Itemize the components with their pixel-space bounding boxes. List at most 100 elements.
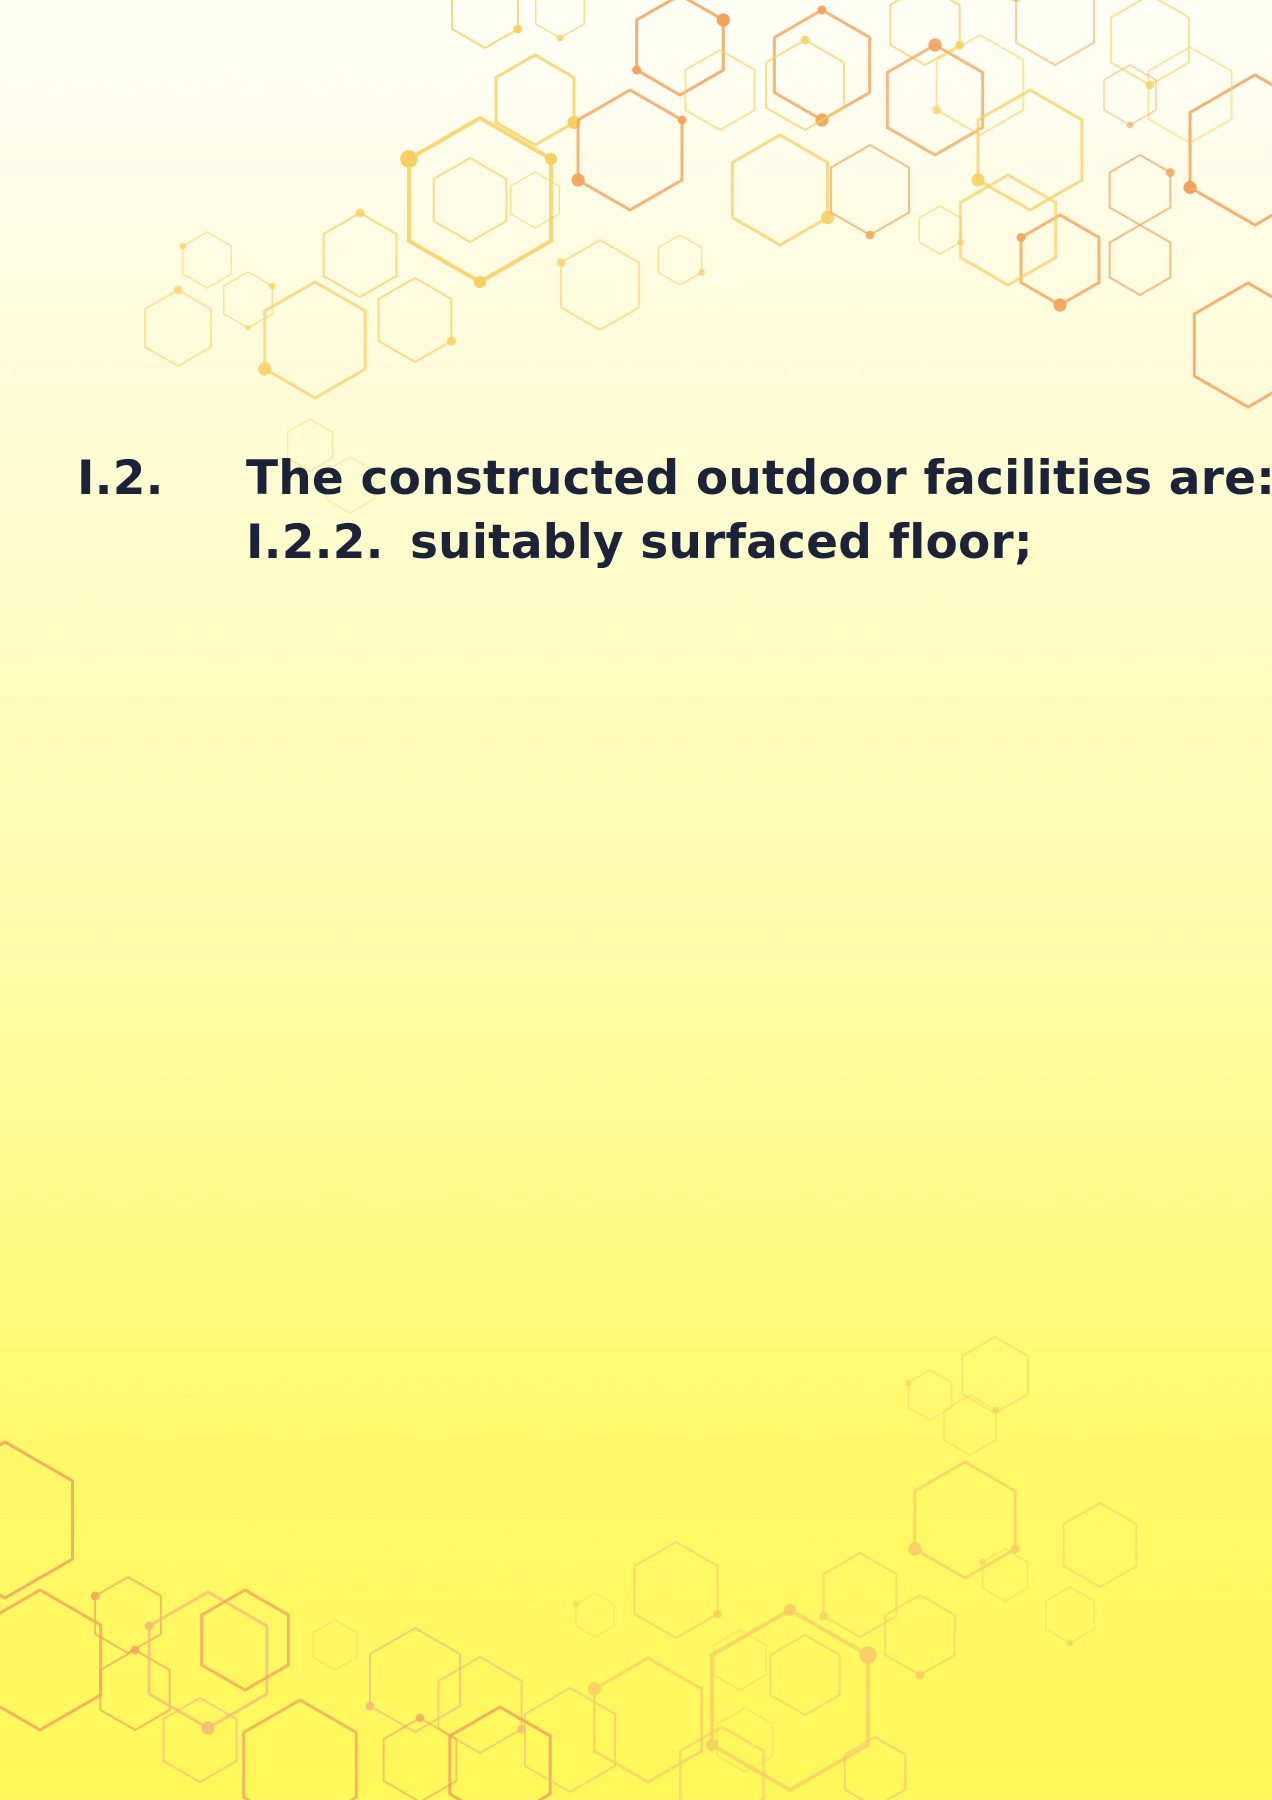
- decorative-node: [865, 230, 875, 240]
- decorative-node: [979, 1558, 986, 1566]
- decorative-hexagon: [575, 1592, 615, 1638]
- decorative-hexagon: [535, 0, 585, 39]
- decorative-node: [716, 13, 730, 27]
- decorative-node: [355, 208, 365, 218]
- decorative-hexagon: [523, 1686, 617, 1794]
- decorative-hexagon: [510, 171, 560, 229]
- decorative-node: [1183, 180, 1197, 195]
- decorative-hexagon: [769, 1633, 841, 1717]
- decorative-node: [1066, 1639, 1074, 1647]
- decorative-node: [179, 242, 187, 250]
- decorative-hexagon: [325, 456, 375, 514]
- decorative-hexagon: [0, 1588, 103, 1732]
- decorative-node: [932, 105, 942, 115]
- decorative-node: [677, 115, 687, 125]
- decorative-node: [698, 269, 705, 276]
- decorative-hexagon: [1108, 153, 1172, 227]
- decorative-hexagon: [1110, 0, 1190, 87]
- decorative-hexagon: [1062, 1501, 1138, 1589]
- section-number: I.2.: [77, 451, 164, 506]
- decorative-hexagon: [322, 211, 398, 299]
- decorative-hexagon: [1103, 64, 1157, 126]
- decorative-node: [587, 1682, 601, 1696]
- decorative-node: [90, 1591, 100, 1601]
- decorative-hexagon: [907, 1369, 953, 1421]
- decorative-node: [859, 1646, 877, 1664]
- decorative-hexagon: [1147, 45, 1233, 145]
- decorative-hexagon: [147, 1590, 269, 1730]
- decorative-hexagon: [635, 0, 725, 97]
- decorative-node: [144, 1621, 154, 1631]
- decorative-node: [821, 210, 835, 225]
- decorative-node: [1053, 298, 1067, 312]
- decorative-hexagon: [885, 43, 985, 157]
- section-text: The constructed outdoor facilities are:: [246, 451, 1272, 506]
- decorative-node: [971, 173, 985, 187]
- decorative-hexagon: [1108, 223, 1172, 297]
- decorative-node: [908, 1542, 922, 1556]
- decorative-hexagon: [765, 38, 845, 132]
- decorative-hexagon: [633, 1540, 719, 1640]
- decorative-hexagon: [312, 1619, 358, 1671]
- decorative-hexagon: [981, 1548, 1029, 1602]
- decorative-node: [800, 35, 810, 45]
- decorative-node: [1016, 233, 1026, 242]
- decorative-hexagon: [382, 1716, 458, 1800]
- decorative-node: [571, 173, 585, 187]
- decorative-hexagon: [560, 238, 640, 332]
- decorative-node: [817, 5, 827, 15]
- decorative-hexagon: [884, 1593, 956, 1677]
- decorative-hexagon: [730, 133, 830, 247]
- decorative-hexagon: [576, 88, 684, 212]
- decorative-node: [1012, 0, 1020, 2]
- decorative-hexagon: [144, 288, 212, 368]
- decorative-node: [474, 276, 486, 288]
- decorative-node: [545, 153, 558, 165]
- subsection-text: suitably surfaced floor;: [410, 515, 1033, 570]
- decorative-hexagon: [406, 115, 554, 285]
- decorative-node: [268, 282, 276, 290]
- decorative-hexagon: [889, 0, 961, 67]
- decorative-hexagon: [263, 280, 367, 400]
- decorative-node: [446, 336, 456, 346]
- decorative-hexagon: [843, 1735, 907, 1800]
- decorative-node: [784, 1604, 796, 1616]
- decorative-node: [905, 1379, 912, 1386]
- decorative-hexagon: [592, 1656, 704, 1784]
- decorative-hexagon: [913, 1460, 1017, 1580]
- decorative-node: [572, 1600, 580, 1608]
- decorative-hexagon: [961, 1335, 1029, 1415]
- decorative-hexagon: [223, 271, 273, 329]
- decorative-hexagon: [99, 1648, 171, 1732]
- decorative-node: [513, 24, 523, 34]
- decorative-node: [258, 362, 272, 376]
- decorative-node: [245, 325, 251, 331]
- decorative-node: [706, 1739, 719, 1751]
- decorative-node: [632, 65, 642, 75]
- decorative-hexagon: [1019, 213, 1101, 307]
- decorative-node: [130, 1645, 140, 1655]
- decorative-hexagon: [657, 234, 703, 286]
- decorative-hexagon: [918, 205, 962, 255]
- decorative-node: [556, 34, 564, 42]
- decorative-node: [1126, 121, 1134, 129]
- decorative-hexagon: [684, 48, 756, 132]
- decorative-node: [400, 150, 418, 168]
- decorative-hexagon: [182, 231, 232, 289]
- decorative-hexagon: [772, 8, 872, 122]
- decorative-node: [915, 1670, 925, 1680]
- decorative-hexagon: [713, 1629, 767, 1691]
- decorative-hexagon: [162, 1696, 238, 1784]
- decorative-hexagon: [1192, 281, 1272, 409]
- decorative-node: [201, 1721, 215, 1735]
- decorative-hexagon: [958, 173, 1058, 287]
- decorative-node: [517, 1724, 526, 1734]
- decorative-hexagon: [368, 1626, 462, 1734]
- decorative-hexagon: [0, 1440, 75, 1600]
- decorative-node: [1145, 80, 1155, 90]
- decorative-node: [556, 258, 566, 267]
- decorative-node: [173, 285, 183, 295]
- decorative-hexagon: [377, 276, 453, 364]
- decorative-hexagon: [242, 1698, 358, 1800]
- decorative-node: [365, 1701, 375, 1711]
